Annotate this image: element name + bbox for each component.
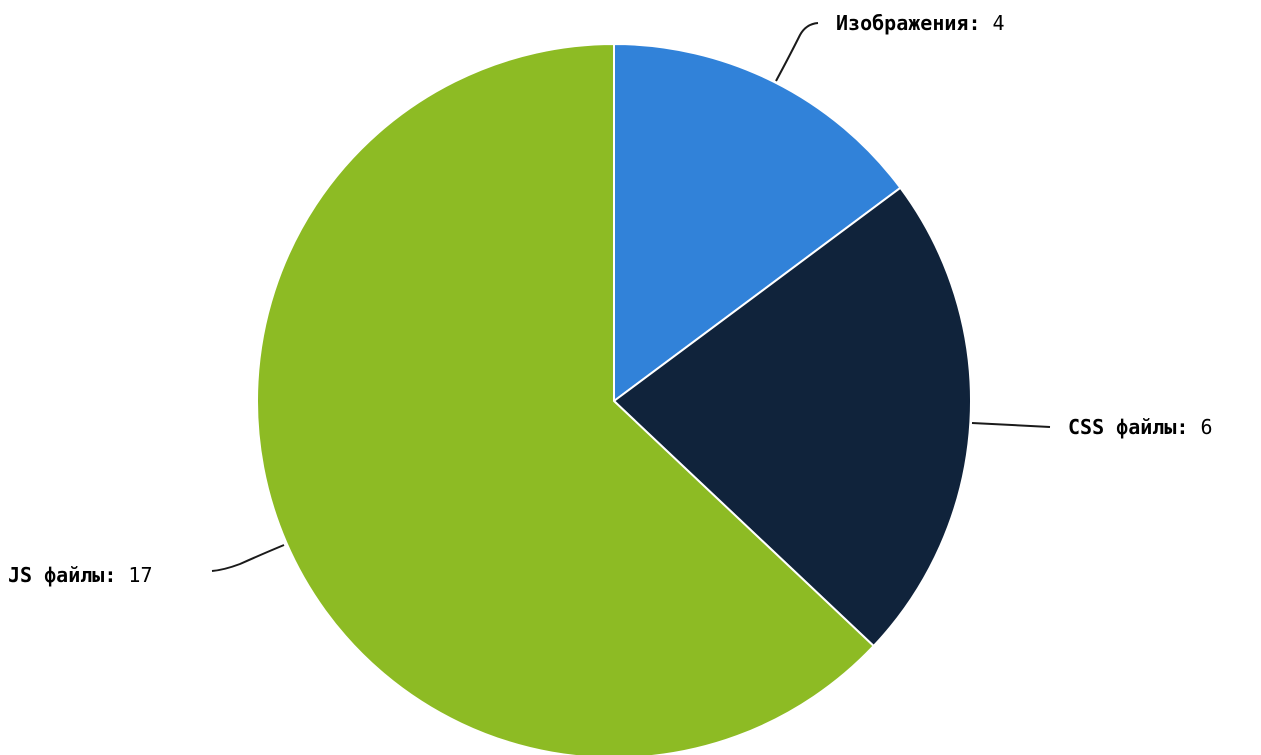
slice-label-value: 4 <box>981 11 1005 35</box>
pie-slice-3 <box>256 43 875 755</box>
leader-line-2 <box>971 422 1051 428</box>
slice-labels: Изображения: 4 CSS файлы: 6 JS файлы: 17 <box>8 11 1213 587</box>
slice-label-2: CSS файлы: 6 <box>1068 415 1213 439</box>
slice-label-value: 17 <box>116 563 152 587</box>
leader-lines <box>211 22 1051 572</box>
slice-label-1: Изображения: 4 <box>836 11 1005 35</box>
slice-label-name: Изображения: <box>836 11 981 35</box>
slice-label-name: JS файлы: <box>8 563 116 587</box>
slice-label-value: 6 <box>1188 415 1212 439</box>
leader-line-3 <box>211 544 285 572</box>
pie-slice-2 <box>613 186 972 647</box>
pie-slices <box>256 43 972 755</box>
slice-label-name: CSS файлы: <box>1068 415 1188 439</box>
leader-line-1 <box>775 22 819 82</box>
pie-slice-1 <box>613 43 902 402</box>
slice-label-3: JS файлы: 17 <box>8 563 153 587</box>
